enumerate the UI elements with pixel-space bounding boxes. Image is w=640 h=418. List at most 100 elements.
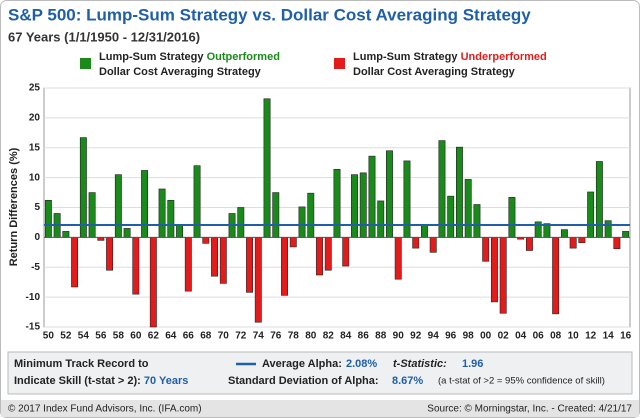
bar: [132, 237, 140, 295]
footer-right: Source: © Morningstar, Inc. - Created: 4…: [427, 404, 632, 415]
bar: [316, 237, 323, 276]
bar: [394, 237, 402, 280]
track-value: 70 Years: [144, 375, 188, 387]
bar: [438, 140, 446, 238]
x-tick-label: 94: [428, 331, 440, 342]
x-tick-label: 70: [218, 331, 230, 342]
bar: [324, 237, 332, 271]
x-tick-label: 60: [130, 331, 142, 342]
bar: [289, 237, 297, 248]
legend-label: Lump-Sum Strategy: [99, 51, 204, 63]
x-tick-label: 56: [95, 331, 107, 342]
x-tick-label: 84: [340, 331, 352, 342]
bar: [219, 237, 227, 284]
track-label: Indicate Skill (t-stat > 2): 70 Years: [14, 375, 188, 387]
bar: [123, 228, 131, 238]
legend-label-2: Dollar Cost Averaging Strategy: [353, 66, 516, 78]
footer-band: [1, 400, 639, 417]
avg-alpha-label: Average Alpha:: [262, 358, 342, 370]
bar: [499, 237, 507, 314]
x-tick-label: 68: [200, 331, 212, 342]
y-axis-label: Return Differences (%): [8, 147, 20, 266]
bar: [202, 237, 210, 244]
chart-subtitle: 67 Years (1/1/1950 - 12/31/2016): [8, 29, 200, 44]
bar: [184, 237, 192, 292]
y-tick-label: 5: [34, 202, 40, 213]
x-tick-label: 92: [410, 331, 422, 342]
bar: [246, 237, 253, 293]
bar: [359, 172, 367, 238]
chart-title: S&P 500: Lump-Sum Strategy vs. Dollar Co…: [8, 5, 531, 24]
std-value: 8.67%: [392, 375, 423, 387]
bar: [176, 225, 184, 238]
legend-text: Lump-Sum Strategy Outperformed: [99, 51, 280, 63]
bar: [569, 237, 577, 249]
bar: [237, 207, 245, 238]
bar: [552, 237, 560, 315]
bar: [595, 161, 603, 238]
legend-highlight: Outperformed: [207, 51, 280, 63]
bar: [490, 237, 498, 303]
bar: [254, 237, 262, 323]
x-tick-label: 12: [585, 331, 597, 342]
x-tick-label: 16: [620, 331, 632, 342]
x-tick-label: 76: [270, 331, 282, 342]
legend-highlight: Underperformed: [461, 51, 547, 63]
x-tick-label: 00: [480, 331, 492, 342]
bar: [106, 237, 114, 271]
bar: [455, 146, 463, 238]
x-tick-label: 62: [148, 331, 160, 342]
bar: [263, 98, 271, 238]
x-tick-label: 90: [393, 331, 405, 342]
footer-left: © 2017 Index Fund Advisors, Inc. (IFA.co…: [8, 404, 202, 415]
x-tick-label: 78: [288, 331, 300, 342]
legend-label-2: Dollar Cost Averaging Strategy: [99, 66, 262, 78]
x-tick-label: 50: [43, 331, 55, 342]
x-tick-label: 52: [60, 331, 72, 342]
stats-note: (a t-stat of >2 = 95% confidence of skil…: [438, 376, 605, 387]
bar: [351, 174, 358, 238]
bar: [44, 200, 52, 238]
bar: [62, 231, 70, 238]
t-stat-value: 1.96: [462, 358, 483, 370]
x-tick-label: 14: [603, 331, 615, 342]
x-tick-label: 88: [375, 331, 387, 342]
y-tick-label: -15: [26, 322, 41, 333]
y-tick-label: 10: [29, 172, 41, 183]
bar: [281, 237, 288, 296]
bar: [578, 237, 586, 244]
x-tick-label: 86: [358, 331, 370, 342]
bar: [342, 237, 350, 267]
bar: [560, 229, 568, 238]
legend-text: Lump-Sum Strategy Underperformed: [353, 51, 547, 63]
bar: [149, 237, 157, 328]
legend-swatch: [80, 58, 91, 69]
bar: [613, 237, 621, 250]
x-tick-label: 58: [113, 331, 125, 342]
bar: [167, 200, 175, 238]
y-tick-label: -5: [31, 262, 40, 273]
x-tick-label: 66: [183, 331, 195, 342]
x-tick-label: 72: [235, 331, 247, 342]
bar: [622, 231, 630, 238]
y-tick-label: 0: [34, 232, 40, 243]
x-tick-label: 96: [445, 331, 457, 342]
bar: [158, 188, 166, 238]
std-label: Standard Deviation of Alpha:: [228, 375, 379, 387]
bar: [333, 168, 341, 238]
bar: [464, 179, 472, 238]
bar: [211, 237, 219, 277]
x-tick-label: 74: [253, 331, 265, 342]
bar: [193, 165, 201, 238]
bar: [79, 137, 87, 238]
x-tick-label: 64: [165, 331, 177, 342]
bar: [141, 170, 149, 238]
legend-swatch: [334, 58, 345, 69]
x-tick-label: 10: [568, 331, 580, 342]
bar: [412, 237, 420, 249]
y-tick-label: 20: [29, 113, 41, 124]
bar: [482, 237, 490, 262]
bar: [298, 206, 306, 238]
x-tick-label: 98: [463, 331, 475, 342]
